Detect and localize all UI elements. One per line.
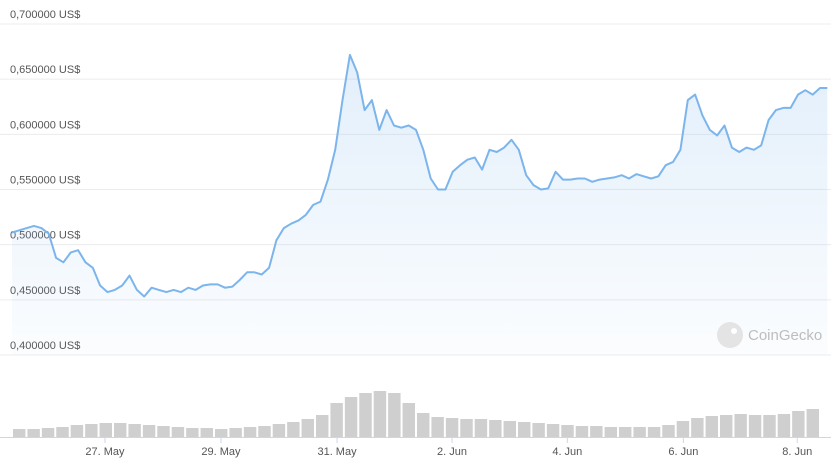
volume-bar — [200, 428, 213, 437]
volume-bar — [489, 420, 502, 437]
volume-bar — [330, 403, 343, 437]
volume-bar — [748, 415, 762, 437]
volume-bar — [287, 422, 300, 437]
volume-bar — [229, 428, 242, 437]
volume-bar — [777, 414, 791, 437]
price-area — [12, 54, 828, 356]
volume-bar — [417, 413, 430, 437]
volume-bar — [503, 421, 516, 437]
volume-bar — [763, 415, 776, 437]
volume-bar — [70, 425, 84, 437]
volume-bar — [301, 419, 314, 437]
volume-bar — [676, 421, 690, 437]
volume-bar — [388, 393, 401, 437]
volume-bar — [460, 419, 473, 437]
volume-bar — [99, 423, 112, 437]
volume-bar — [575, 426, 589, 437]
watermark: CoinGecko — [717, 322, 822, 348]
volume-bar — [272, 424, 286, 437]
volume-bar — [27, 429, 40, 437]
volume-bar — [474, 419, 488, 437]
volume-bar — [431, 417, 444, 437]
volume-bar — [344, 397, 358, 437]
y-tick-label: 0,550000 US$ — [10, 175, 80, 187]
volume-bar — [157, 426, 170, 437]
volume-bar — [691, 418, 704, 437]
volume-bar — [619, 427, 632, 437]
volume-bar — [56, 427, 69, 437]
volume-bar — [171, 427, 185, 437]
volume-bar — [142, 425, 156, 437]
x-tick-label: 29. May — [201, 446, 241, 458]
volume-bar — [647, 427, 661, 437]
volume-bar — [258, 426, 271, 437]
volume-bar — [114, 423, 127, 437]
watermark-logo — [717, 322, 743, 348]
volume-bar — [186, 428, 199, 437]
price-line — [11, 53, 828, 298]
volume-bar — [243, 427, 257, 437]
volume-bar — [518, 422, 531, 437]
volume-bar — [662, 425, 675, 437]
volume-bar — [128, 424, 141, 437]
volume-bar — [85, 424, 98, 437]
x-tick-label: 4. Jun — [552, 446, 582, 458]
volume-bar — [590, 426, 603, 437]
volume-bar — [445, 418, 459, 437]
watermark-logo-eye — [731, 328, 737, 334]
volume-bar — [13, 429, 26, 437]
volume-bar — [402, 403, 415, 437]
volume-bar — [734, 414, 747, 437]
volume-bar — [532, 423, 545, 437]
watermark-text: CoinGecko — [748, 327, 822, 344]
volume-bar — [705, 416, 718, 437]
x-tick-label: 27. May — [85, 446, 125, 458]
volume-bar — [806, 409, 819, 437]
volume-bar — [215, 429, 228, 437]
volume-bar — [359, 393, 372, 437]
volume-bar — [720, 415, 733, 437]
x-tick-label: 6. Jun — [668, 446, 698, 458]
volume-bar — [41, 428, 55, 437]
volume-bar — [633, 427, 646, 437]
y-tick-label: 0,600000 US$ — [10, 119, 80, 131]
volume-bar — [792, 411, 805, 437]
y-tick-label: 0,700000 US$ — [10, 9, 80, 21]
volume-bar — [561, 425, 574, 437]
volume-bar — [373, 391, 387, 437]
x-tick-label: 2. Jun — [437, 446, 467, 458]
x-tick-label: 31. May — [317, 446, 357, 458]
volume-bar — [316, 415, 329, 437]
x-tick-label: 8. Jun — [782, 446, 812, 458]
y-tick-label: 0,650000 US$ — [10, 64, 80, 76]
volume-bar — [604, 427, 617, 437]
volume-bar — [546, 424, 560, 437]
